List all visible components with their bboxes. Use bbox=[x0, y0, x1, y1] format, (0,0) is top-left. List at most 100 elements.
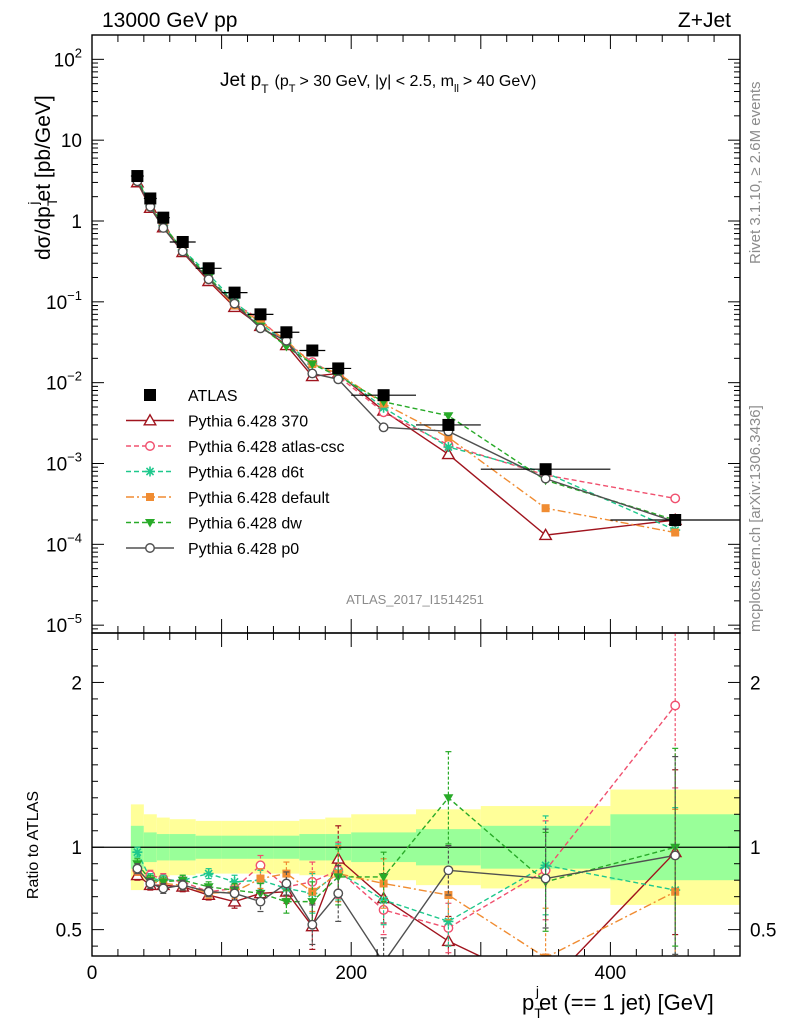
main-y-axis-label: dσ/dpTjet [pb/GeV] bbox=[25, 95, 60, 260]
legend-entry-3: Pythia 6.428 d6t bbox=[126, 465, 304, 482]
legend-marker-3 bbox=[145, 466, 155, 477]
main-point-2 bbox=[670, 493, 681, 504]
main-series-0 bbox=[130, 170, 740, 526]
ratio-point-6 bbox=[307, 919, 318, 930]
header-right-label: Z+Jet bbox=[678, 9, 731, 32]
ratio-y-tick-label-left: 0.5 bbox=[56, 921, 82, 942]
main-point-5 bbox=[307, 360, 318, 370]
main-point-4 bbox=[671, 528, 680, 537]
main-series-line-6 bbox=[136, 180, 676, 523]
ratio-series-6 bbox=[132, 755, 681, 956]
rivet-version-label: Rivet 3.1.10, ≥ 2.6M events bbox=[747, 82, 764, 265]
legend-entry-5: Pythia 6.428 dw bbox=[126, 516, 302, 533]
legend-marker-4 bbox=[146, 493, 154, 501]
x-axis-label: pTjet (== 1 jet) [GeV] bbox=[522, 983, 714, 1021]
ratio-point-6 bbox=[670, 850, 681, 861]
main-plot-area: 102 10 1 10−1 10−2 10−3 10−4 10−5 bbox=[46, 34, 741, 647]
main-y-tick-label: 102 bbox=[54, 45, 82, 71]
legend-label-1: Pythia 6.428 370 bbox=[188, 414, 308, 431]
legend-entry-4: Pythia 6.428 default bbox=[126, 490, 330, 507]
legend-label-4: Pythia 6.428 default bbox=[188, 490, 330, 507]
ratio-point-5 bbox=[307, 898, 318, 907]
legend-entry-6: Pythia 6.428 p0 bbox=[126, 541, 299, 558]
main-y-tick-label: 10−1 bbox=[46, 288, 82, 314]
ratio-point-6 bbox=[443, 865, 454, 876]
legend-label-2: Pythia 6.428 atlas-csc bbox=[188, 439, 345, 456]
main-point-4 bbox=[444, 433, 453, 442]
main-y-tick-label: 10−2 bbox=[46, 369, 82, 395]
legend-marker-5 bbox=[145, 519, 155, 528]
main-y-tick-label: 10−5 bbox=[46, 611, 82, 637]
ratio-point-1 bbox=[227, 894, 242, 907]
main-point-6 bbox=[203, 274, 214, 285]
ratio-point-6 bbox=[255, 896, 266, 907]
main-y-tick-label: 10 bbox=[61, 131, 82, 152]
main-point-1 bbox=[538, 527, 553, 541]
ratio-y-tick-label-left: 2 bbox=[71, 673, 82, 694]
ratio-point-4 bbox=[541, 953, 550, 956]
main-point-0 bbox=[377, 389, 390, 402]
main-point-3 bbox=[378, 402, 389, 413]
legend-entry-2: Pythia 6.428 atlas-csc bbox=[126, 439, 345, 456]
ratio-point-4 bbox=[256, 874, 265, 883]
ratio-point-4 bbox=[308, 887, 317, 896]
legend-entry-1: Pythia 6.428 370 bbox=[126, 413, 308, 431]
ratio-series-line-5 bbox=[136, 796, 676, 903]
legend-label-0: ATLAS bbox=[188, 388, 238, 405]
main-point-0 bbox=[157, 211, 170, 224]
legend-label-3: Pythia 6.428 d6t bbox=[188, 465, 304, 482]
main-point-0 bbox=[306, 344, 319, 357]
main-point-6 bbox=[378, 422, 389, 433]
main-point-6 bbox=[158, 223, 169, 233]
legend: ATLAS Pythia 6.428 370 Pythia 6.428 atlas-… bbox=[126, 388, 345, 558]
main-point-1 bbox=[441, 447, 456, 460]
legend-label-6: Pythia 6.428 p0 bbox=[188, 541, 299, 558]
ratio-y-tick-label-right: 2 bbox=[750, 673, 761, 694]
legend-marker-2 bbox=[145, 441, 155, 451]
main-point-4 bbox=[256, 317, 265, 326]
ratio-point-6 bbox=[158, 883, 169, 894]
ratio-point-5 bbox=[378, 873, 389, 882]
ratio-point-6 bbox=[281, 878, 292, 889]
ratio-point-6 bbox=[203, 886, 214, 897]
ratio-point-5 bbox=[443, 794, 454, 803]
main-point-6 bbox=[307, 368, 318, 379]
main-point-6 bbox=[177, 246, 188, 257]
ratio-point-6 bbox=[333, 888, 344, 899]
main-point-5 bbox=[281, 343, 292, 352]
ratio-point-5 bbox=[281, 898, 292, 907]
main-point-0 bbox=[228, 286, 241, 299]
main-point-0 bbox=[539, 463, 552, 476]
main-point-0 bbox=[131, 170, 144, 183]
main-y-tick-label: 10−3 bbox=[46, 449, 82, 475]
ratio-point-6 bbox=[540, 873, 551, 884]
main-point-0 bbox=[332, 362, 345, 375]
ratio-series-line-3 bbox=[136, 851, 676, 923]
ratio-plot-area: 2 21 10.5 0.50 200 400 bbox=[56, 632, 776, 984]
header-left-label: 13000 GeV pp bbox=[102, 9, 237, 32]
main-point-4 bbox=[541, 504, 550, 513]
main-point-5 bbox=[443, 412, 454, 421]
mcplots-reference-label: mcplots.cern.ch [arXiv:1306.3436] bbox=[747, 405, 764, 632]
legend-entry-0: ATLAS bbox=[144, 388, 238, 405]
main-point-6 bbox=[540, 473, 551, 484]
analysis-watermark: ATLAS_2017_I1514251 bbox=[346, 592, 484, 607]
ratio-point-6 bbox=[145, 878, 156, 889]
main-point-0 bbox=[202, 262, 215, 275]
ratio-y-axis-label: Ratio to ATLAS bbox=[25, 791, 42, 899]
ratio-point-3 bbox=[443, 916, 454, 927]
main-point-6 bbox=[255, 323, 266, 334]
ratio-point-6 bbox=[132, 863, 143, 874]
main-point-0 bbox=[280, 326, 293, 339]
main-point-0 bbox=[254, 308, 267, 321]
ratio-y-tick-label-right: 0.5 bbox=[750, 921, 776, 942]
ratio-y-tick-label-right: 1 bbox=[750, 838, 761, 859]
ratio-point-3 bbox=[229, 876, 240, 887]
x-tick-label: 0 bbox=[87, 963, 98, 984]
x-tick-label: 200 bbox=[335, 963, 367, 984]
main-point-0 bbox=[176, 235, 189, 248]
ratio-series-group bbox=[130, 633, 683, 956]
legend-marker-0 bbox=[144, 389, 156, 401]
main-point-0 bbox=[144, 192, 157, 205]
